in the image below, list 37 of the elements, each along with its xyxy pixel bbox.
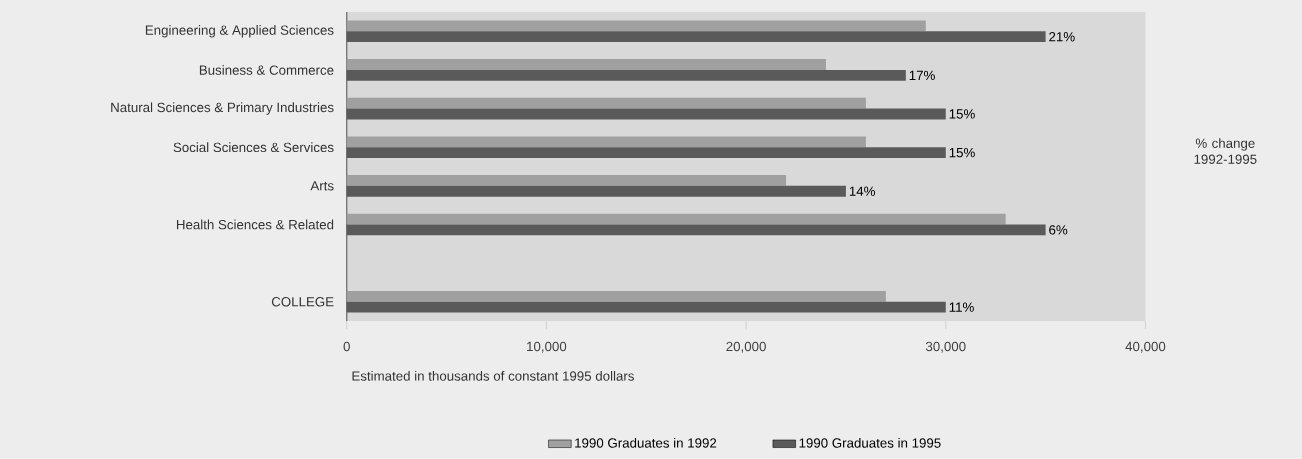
y-tick-label: Natural Sciences & Primary Industries (111, 102, 334, 115)
bar (346, 97, 866, 109)
x-tick-label: 0 (343, 341, 350, 352)
bar (346, 301, 946, 313)
text: % change 1992-1995 (1194, 138, 1257, 165)
annotation: 11% (949, 302, 974, 312)
annotation: 15% (949, 148, 975, 158)
y-tick-label: Health Sciences & Related (176, 219, 334, 230)
x-tick-label: 10,000 (527, 341, 567, 353)
annotation: 17% (909, 70, 935, 81)
bar (346, 108, 946, 120)
legend-label: 1990 Graduates in 1992 (575, 438, 717, 448)
bar (346, 147, 946, 159)
annotation: 14% (849, 186, 875, 197)
y-tick-label: Engineering & Applied Sciences (145, 25, 334, 38)
annotation: 6% (1049, 225, 1068, 235)
x-tick-label: 20,000 (726, 341, 766, 353)
bar (346, 20, 926, 32)
bar (346, 213, 1006, 225)
y-tick-label: COLLEGE (271, 297, 334, 307)
bar (346, 59, 826, 71)
x-tick-label: 30,000 (925, 341, 966, 353)
bar (346, 186, 846, 197)
legend-label: 1990 Graduates in 1995 (799, 438, 941, 448)
bar (346, 175, 787, 186)
annotation: 21% (1049, 32, 1075, 42)
y-tick-label: Arts (310, 181, 334, 191)
annotation: 15% (949, 109, 975, 119)
bar (346, 291, 886, 302)
y-tick-label: Business & Commerce (199, 65, 334, 75)
x-tick-label: 40,000 (1125, 341, 1166, 353)
bar (346, 136, 866, 148)
bar (346, 31, 1046, 43)
y-tick-label: Social Sciences & Services (173, 142, 334, 153)
bar (346, 224, 1046, 236)
x-axis-title: Estimated in thousands of constant 1995 dollars (352, 371, 634, 381)
bar (346, 70, 906, 81)
